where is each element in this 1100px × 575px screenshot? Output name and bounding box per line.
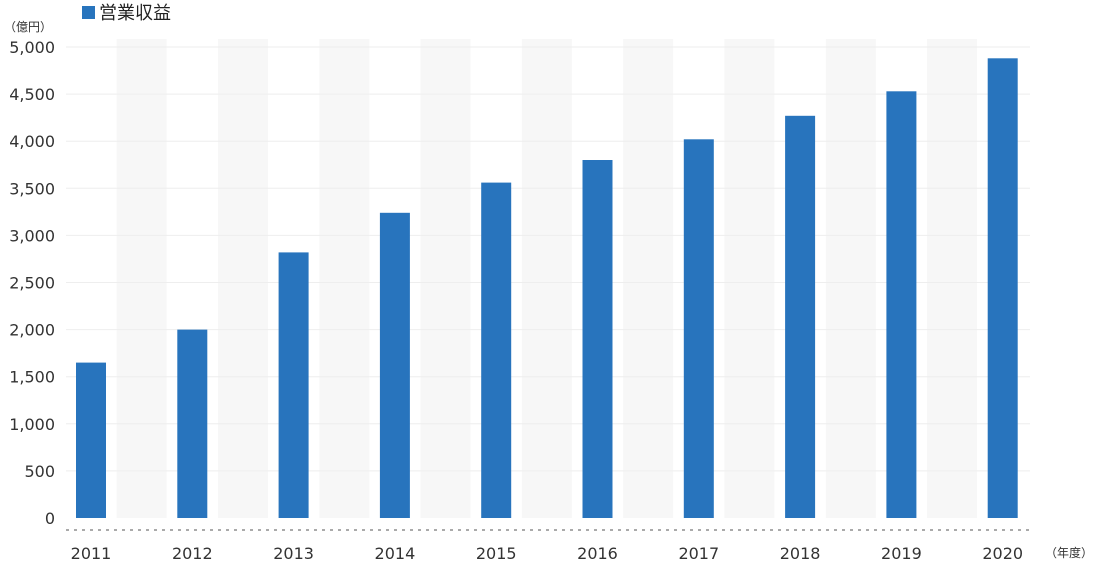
background-band — [927, 39, 977, 518]
y-tick-label: 1,000 — [9, 415, 55, 434]
background-band — [623, 39, 674, 518]
bar-2012 — [177, 329, 208, 518]
x-tick-label: 2013 — [273, 544, 314, 563]
background-band — [521, 39, 572, 518]
background-band — [116, 39, 167, 518]
bar-2015 — [481, 182, 512, 518]
background-bands — [116, 39, 977, 518]
y-tick-label: 5,000 — [9, 38, 55, 57]
y-tick-label: 0 — [45, 509, 55, 528]
bar-2013 — [278, 252, 309, 518]
grid-lines — [66, 46, 1030, 472]
bars — [76, 58, 1018, 519]
bar-2011 — [76, 362, 106, 518]
y-tick-label: 3,500 — [9, 179, 55, 198]
y-tick-label: 3,000 — [9, 226, 55, 245]
y-tick-label: 1,500 — [9, 368, 55, 387]
bar-2017 — [683, 139, 714, 519]
y-tick-label: 2,000 — [9, 321, 55, 340]
y-tick-label: 4,000 — [9, 132, 55, 151]
x-tick-label: 2015 — [476, 544, 517, 563]
background-band — [420, 39, 471, 518]
background-band — [724, 39, 775, 518]
y-axis-ticks: 0 500 1,000 1,500 2,000 2,500 3,000 3,500 4,000 4… — [9, 38, 55, 528]
x-tick-label: 2016 — [577, 544, 618, 563]
bar-2014 — [379, 212, 410, 519]
legend-swatch — [82, 6, 95, 19]
bar-2016 — [582, 160, 613, 518]
background-band — [218, 39, 268, 518]
y-tick-label: 500 — [24, 462, 55, 481]
legend-label: 営業収益 — [99, 3, 171, 24]
y-axis-unit: （億円） — [4, 20, 52, 34]
background-band — [825, 39, 876, 518]
x-axis-unit: （年度） — [1045, 545, 1093, 560]
x-tick-label: 2011 — [71, 544, 112, 563]
bar-2019 — [886, 91, 917, 519]
x-tick-label: 2020 — [982, 544, 1023, 563]
x-tick-label: 2014 — [375, 544, 416, 563]
bar-2020 — [987, 58, 1018, 519]
bar-2018 — [785, 115, 816, 519]
x-tick-label: 2019 — [881, 544, 922, 563]
y-tick-label: 4,500 — [9, 85, 55, 104]
x-tick-label: 2012 — [172, 544, 213, 563]
x-axis-ticks: 2011 2012 2013 2014 2015 2016 2017 2018 2019 2020 — [71, 544, 1023, 563]
x-tick-label: 2018 — [780, 544, 821, 563]
background-band — [319, 39, 370, 518]
y-tick-label: 2,500 — [9, 274, 55, 293]
x-tick-label: 2017 — [678, 544, 719, 563]
